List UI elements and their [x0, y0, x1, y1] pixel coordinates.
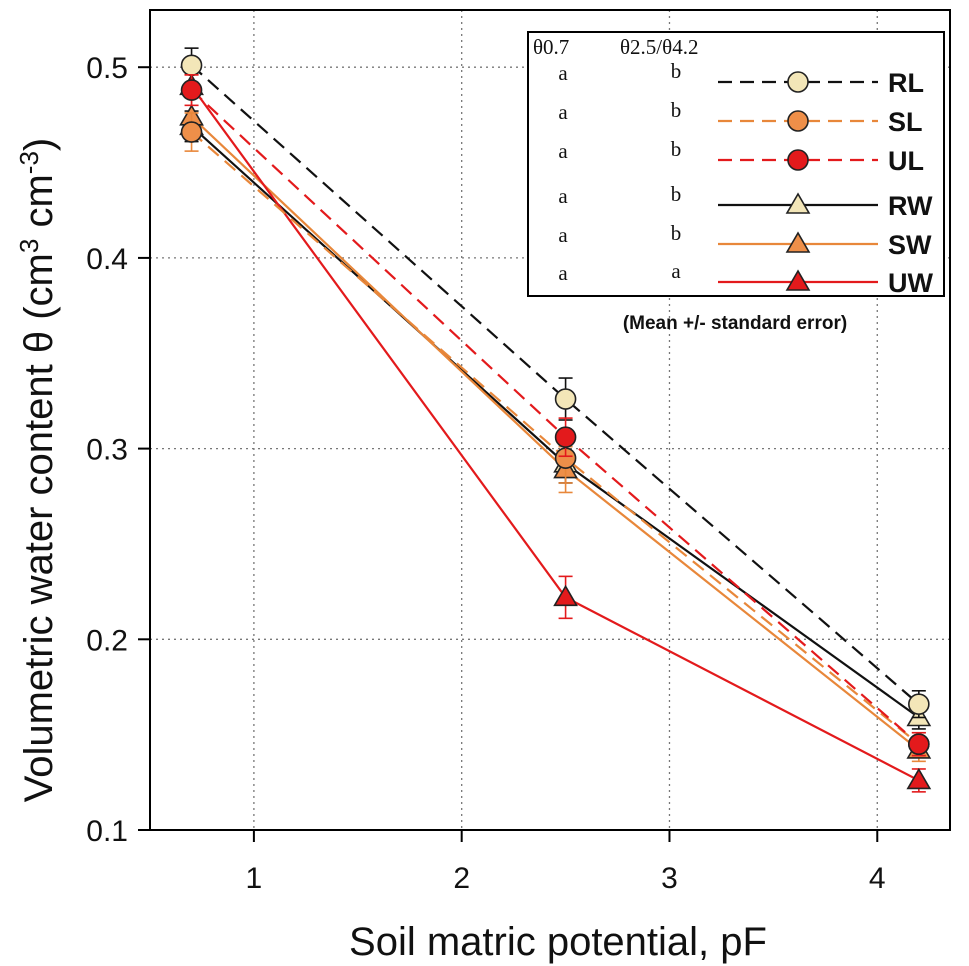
x-axis-label: Soil matric potential, pF [349, 920, 767, 964]
legend-label-sw: SW [888, 230, 932, 260]
y-axis-label-mid: cm [17, 174, 61, 238]
point-rl [554, 388, 577, 410]
legend-label-ul: UL [888, 146, 924, 176]
point-ul [908, 733, 930, 755]
legend-label-uw: UW [888, 268, 933, 298]
point-ul [180, 79, 203, 101]
legend-stat-col1: a [558, 223, 568, 247]
x-tick-label: 2 [453, 862, 470, 895]
legend-marker-ul [787, 149, 809, 171]
series-line-rl [190, 64, 920, 705]
legend-marker-sl [787, 110, 809, 132]
legend-marker-rw [785, 192, 811, 214]
legend-marker-rl [787, 71, 809, 93]
y-axis-label-main: Volumetric water content θ (cm [17, 253, 61, 802]
legend: θ0.7 θ2.5/θ4.2 a b RLa b SLa b ULa b RWa b SWa a UW [527, 31, 945, 298]
legend-note: (Mean +/- standard error) [623, 313, 847, 334]
legend-stat-col2: b [671, 182, 682, 206]
legend-header-col2: θ2.5/θ4.2 [620, 35, 698, 59]
legend-row-rl: a b RL [558, 59, 924, 98]
y-axis-label-sup1: 3 [14, 239, 44, 253]
legend-box [527, 31, 945, 297]
legend-stat-col1: a [558, 261, 568, 285]
y-tick-label: 0.5 [86, 52, 128, 85]
series-layer [179, 47, 932, 793]
point-sl [180, 121, 203, 143]
y-axis-label-close: ) [17, 138, 61, 151]
y-axis-label-sup2: -3 [14, 151, 44, 174]
legend-stat-col1: a [558, 184, 568, 208]
legend-rows: a b RLa b SLa b ULa b RWa b SWa a UW [558, 59, 933, 298]
legend-stat-col1: a [558, 100, 568, 124]
plot-area-frame [149, 9, 951, 831]
legend-stat-col1: a [558, 139, 568, 163]
legend-label-rl: RL [888, 68, 924, 98]
legend-stat-col2: b [671, 59, 682, 83]
legend-label-rw: RW [888, 191, 933, 221]
point-rl [908, 693, 930, 715]
x-tick-label: 1 [246, 862, 263, 895]
legend-row-sw: a b SW [558, 221, 932, 260]
legend-stat-col2: b [671, 98, 682, 122]
legend-stat-col2: b [671, 221, 682, 245]
point-uw [906, 767, 932, 790]
y-tick-label: 0.4 [86, 243, 128, 276]
x-tick-label: 3 [661, 862, 678, 895]
y-axis-label: Volumetric water content θ (cm3 cm-3) [14, 138, 61, 802]
point-ul [554, 426, 577, 448]
legend-label-sl: SL [888, 107, 923, 137]
axes: 1 2 3 4 0.1 0.2 0.3 0.4 0.5 [86, 52, 885, 895]
legend-stat-col2: b [671, 137, 682, 161]
point-uw [553, 584, 578, 607]
legend-stat-col2: a [671, 259, 681, 283]
legend-header-col1: θ0.7 [533, 35, 569, 59]
series-ul [180, 74, 930, 757]
legend-marker-sw [785, 231, 811, 253]
series-rl [180, 47, 930, 719]
y-tick-label: 0.3 [86, 434, 128, 467]
y-tick-label: 0.2 [86, 624, 128, 657]
x-tick-label: 4 [869, 862, 886, 895]
legend-row-rw: a b RW [558, 182, 933, 221]
point-rl [180, 54, 203, 77]
y-tick-label: 0.1 [86, 815, 128, 848]
legend-marker-uw [785, 269, 811, 291]
legend-row-sl: a b SL [558, 98, 922, 137]
legend-row-ul: a b UL [558, 137, 924, 176]
legend-row-uw: a a UW [558, 259, 933, 298]
legend-stat-col1: a [558, 61, 568, 85]
